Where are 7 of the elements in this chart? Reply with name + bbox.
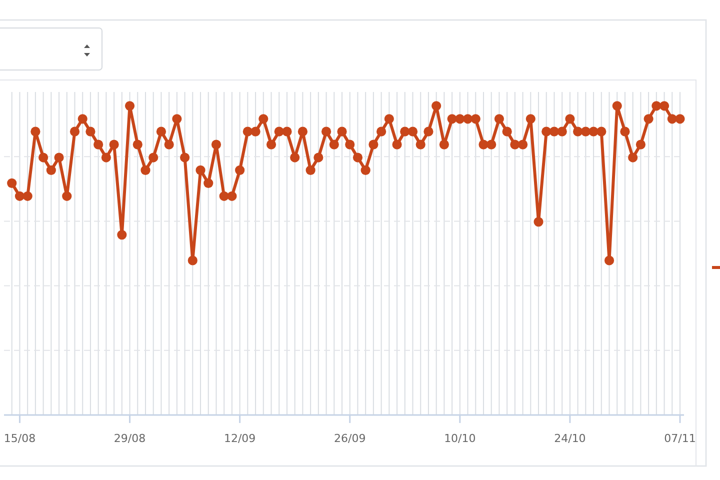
x-tick-label: 12/09: [224, 432, 256, 445]
x-tick-label: 29/08: [114, 432, 146, 445]
x-tick-label: 15/08: [4, 432, 36, 445]
x-tick-label: 26/09: [334, 432, 366, 445]
x-tick-label: 07/11: [664, 432, 696, 445]
x-tick-label: 24/10: [554, 432, 586, 445]
x-tick-label: 10/10: [444, 432, 476, 445]
